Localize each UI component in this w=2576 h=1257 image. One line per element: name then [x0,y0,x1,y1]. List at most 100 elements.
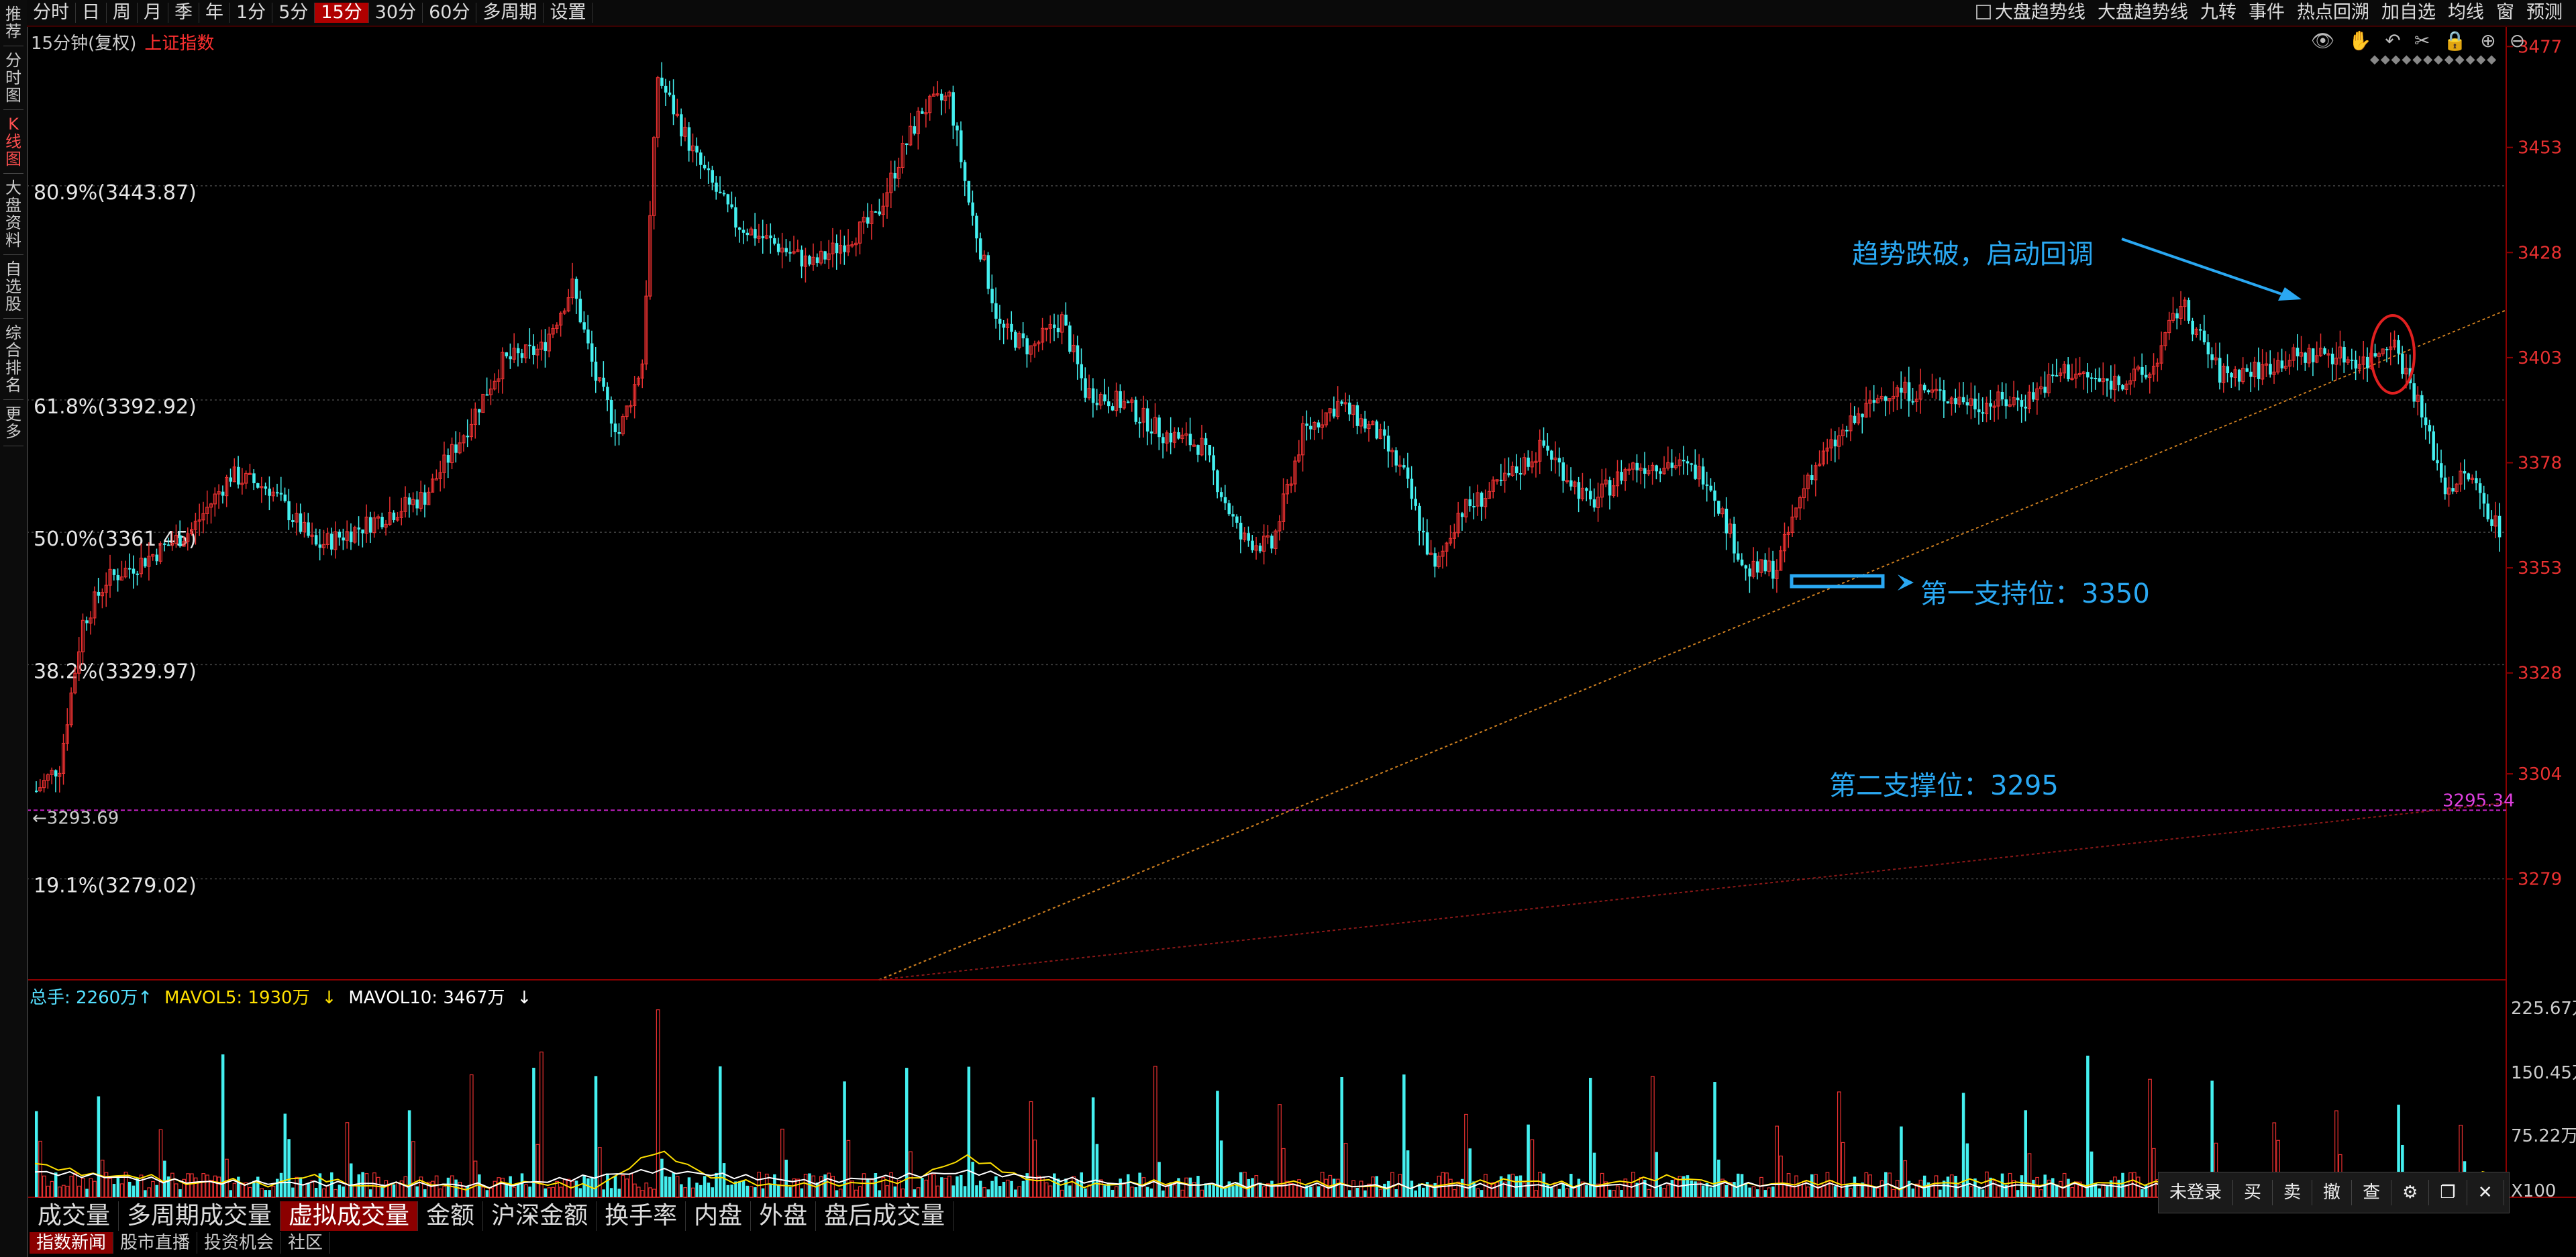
candle-body [625,405,629,417]
volume-bar [268,1190,271,1197]
indicator-tab-1[interactable]: 多周期成交量 [119,1201,281,1231]
volume-bar [1965,1143,1969,1197]
trade-item-6[interactable]: ❐ [2429,1180,2467,1205]
bottom-tab-0[interactable]: 指数新闻 [30,1232,114,1254]
zoom-in-icon[interactable]: ⊕ [2480,30,2496,52]
candle-body [1425,532,1429,555]
volume-bar [1592,1152,1596,1197]
hand-icon[interactable]: ✋ [2348,30,2372,52]
volume-bar [668,1176,672,1197]
candle-body [1145,408,1149,432]
trade-item-0[interactable]: 未登录 [2159,1180,2234,1205]
period-tab-8[interactable]: 15分 [315,3,369,23]
indicator-tab-8[interactable]: 盘后成交量 [816,1201,954,1231]
trade-item-4[interactable]: 查 [2352,1180,2392,1205]
period-tab-12[interactable]: 设置 [544,3,593,23]
candle [745,228,750,242]
trade-item-1[interactable]: 买 [2233,1180,2273,1205]
candle [368,511,372,544]
candle [1771,550,1775,589]
toolbar-item-7[interactable]: 窗 [2496,2,2514,23]
trade-item-2[interactable]: 卖 [2273,1180,2313,1205]
period-tab-2[interactable]: 周 [107,3,138,23]
candle [97,577,101,603]
candle [1484,489,1488,519]
bottom-tab-2[interactable]: 投资机会 [197,1232,282,1254]
volume-bar [1914,1183,1919,1198]
candle [1153,403,1157,434]
period-tab-0[interactable]: 分时 [27,3,76,23]
candle-body [2024,406,2027,409]
undo-icon[interactable]: ↶ [2385,30,2401,52]
candle [2094,368,2098,390]
indicator-tab-5[interactable]: 换手率 [597,1201,686,1231]
candle-body [1383,429,1386,436]
candle [229,468,232,487]
volume-bar [523,1184,528,1198]
period-tab-1[interactable]: 日 [76,3,107,23]
indicator-tab-0[interactable]: 成交量 [30,1201,119,1231]
sidebar-item-1[interactable]: 分时图 [3,52,23,110]
period-tab-6[interactable]: 1分 [230,3,273,23]
indicator-tab-4[interactable]: 沪深金额 [483,1201,597,1231]
volume-bar [675,1176,680,1198]
indicator-tab-2[interactable]: 虚拟成交量 [280,1201,419,1231]
candle [2249,362,2253,393]
lock-icon[interactable]: 🔒 [2443,30,2467,52]
candle-body [279,493,283,495]
volume-bar [1153,1066,1157,1198]
sidebar-item-2[interactable]: K线图 [3,115,23,174]
candle [1208,444,1212,462]
period-tab-11[interactable]: 多周期 [476,3,544,23]
volume-bar [1992,1180,1997,1198]
candle-body [2032,392,2035,400]
toolbar-item-3[interactable]: 事件 [2249,2,2285,23]
period-tab-7[interactable]: 5分 [272,3,315,23]
zoom-out-icon[interactable]: ⊖ [2509,30,2526,52]
candle [699,149,703,179]
period-tab-10[interactable]: 60分 [423,3,477,23]
sidebar-item-0[interactable]: 推荐 [3,5,23,46]
volume-bar [960,1174,963,1197]
sidebar-item-5[interactable]: 综合排名 [3,324,23,400]
candle [2020,394,2024,423]
period-tab-3[interactable]: 月 [138,3,168,23]
sidebar-item-4[interactable]: 自选股 [3,260,23,319]
candle [427,487,431,505]
toolbar-item-2[interactable]: 九转 [2200,2,2236,23]
toolbar-item-1[interactable]: 大盘趋势线 [2098,2,2188,23]
indicator-tab-7[interactable]: 外盘 [751,1201,817,1231]
toolbar-item-8[interactable]: 预测 [2526,2,2563,23]
toolbar-item-6[interactable]: 均线 [2448,2,2484,23]
volume-bar [260,1188,264,1198]
volume-bar [345,1122,350,1198]
scissors-icon[interactable]: ✂ [2414,30,2430,52]
eye-icon[interactable]: 👁 [2311,30,2335,52]
candle-body [132,568,136,574]
toolbar-item-5[interactable]: 加自选 [2381,2,2436,23]
volume-bar [1837,1091,1841,1198]
indicator-tab-6[interactable]: 内盘 [686,1201,752,1231]
sidebar-item-3[interactable]: 大盘资料 [3,179,23,255]
period-tab-5[interactable]: 年 [199,3,230,23]
period-tab-9[interactable]: 30分 [369,3,423,23]
trade-item-7[interactable]: ✕ [2467,1180,2504,1205]
sidebar-item-6[interactable]: 更多 [3,405,23,446]
toolbar-item-0[interactable]: 大盘趋势线 [1976,3,2085,23]
candle [407,493,411,518]
indicator-tab-3[interactable]: 金额 [418,1201,484,1231]
candle [1737,541,1740,562]
period-tab-4[interactable]: 季 [168,3,199,23]
candle-body [2366,356,2369,368]
candle-body [2043,387,2047,393]
bottom-tab-1[interactable]: 股市直播 [113,1232,198,1254]
toolbar-item-4[interactable]: 热点回溯 [2297,2,2369,23]
trade-item-3[interactable]: 撤 [2312,1180,2353,1205]
candle [1755,551,1759,580]
candle-body [1518,473,1523,475]
trade-item-5[interactable]: ⚙ [2391,1180,2430,1205]
volume-bar [1918,1179,1923,1198]
bottom-tab-3[interactable]: 社区 [281,1232,331,1254]
candle [403,486,407,518]
